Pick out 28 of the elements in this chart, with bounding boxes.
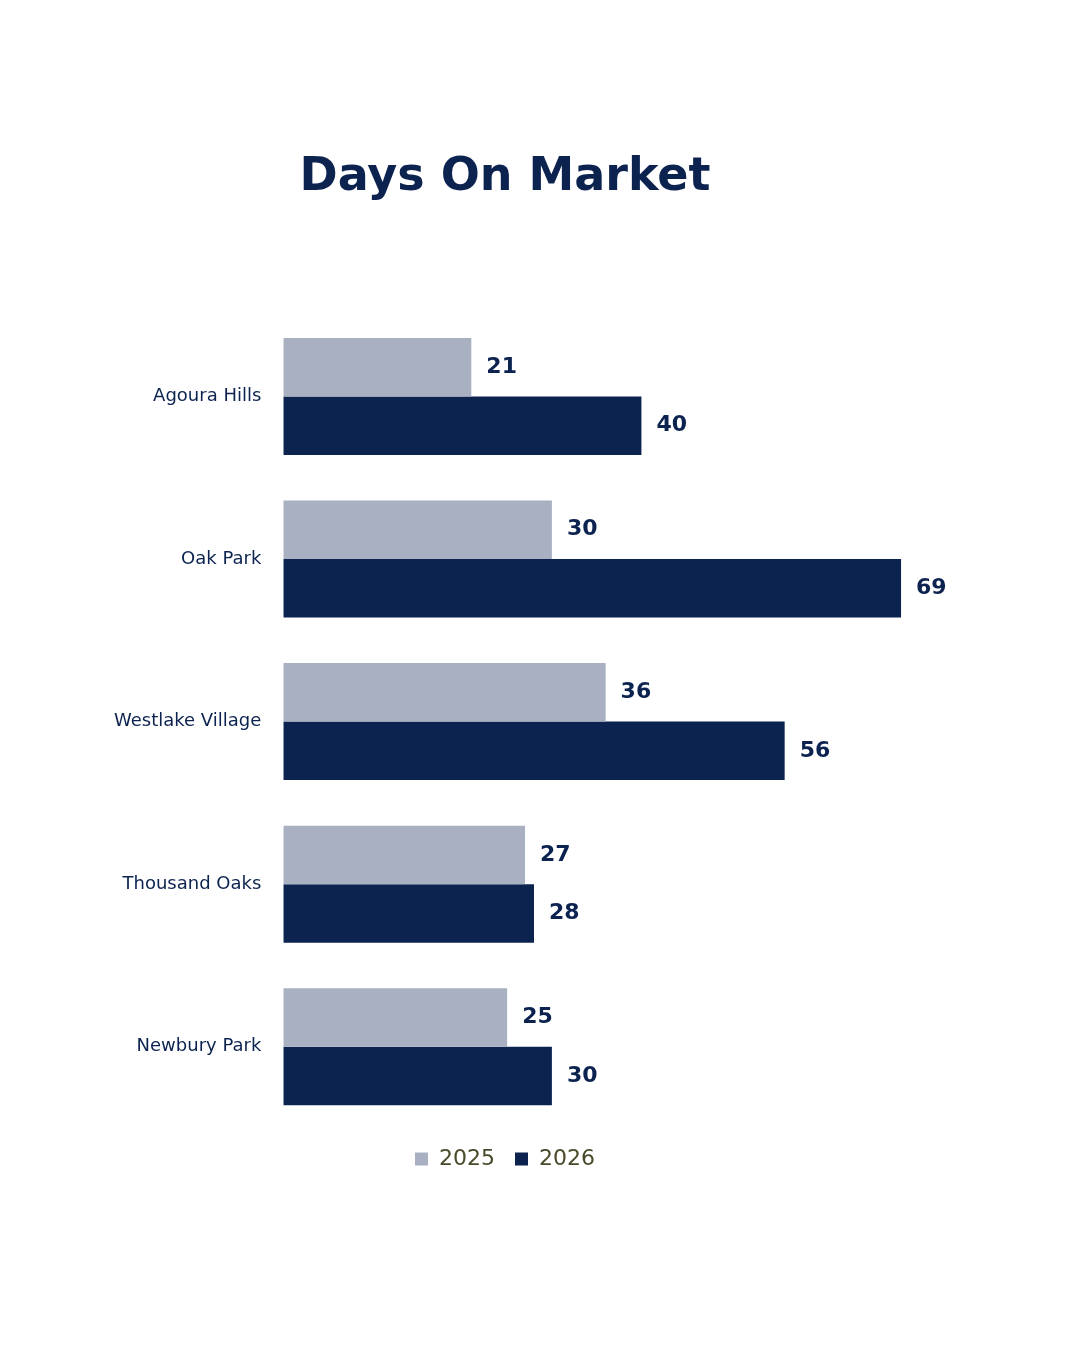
y-tick-label: Westlake Village [113, 709, 262, 731]
data-label: 69 [916, 574, 947, 600]
bar [283, 721, 785, 781]
data-label: 40 [656, 411, 688, 437]
bar [283, 884, 534, 943]
bar [283, 559, 902, 618]
bar [283, 337, 472, 397]
legend-label: 2026 [539, 1144, 595, 1170]
y-tick-label: Thousand Oaks [121, 871, 262, 893]
bar [283, 988, 508, 1047]
data-label: 30 [566, 515, 598, 541]
bar [283, 825, 526, 885]
chart-title: Days On Market [299, 146, 711, 201]
data-label: 25 [522, 1003, 553, 1029]
bar [283, 1046, 552, 1106]
data-label: 56 [799, 736, 831, 762]
y-tick-label: Oak Park [181, 546, 262, 568]
bar [283, 663, 606, 722]
y-tick-label: Agoura Hills [153, 384, 262, 406]
bar [283, 500, 552, 560]
data-label: 27 [540, 840, 571, 866]
data-label: 30 [566, 1061, 598, 1087]
data-label: 21 [486, 352, 517, 378]
y-tick-label: Newbury Park [136, 1034, 262, 1056]
legend-label: 2025 [439, 1144, 496, 1170]
bar [283, 396, 642, 455]
data-label: 36 [620, 678, 652, 704]
data-label: 28 [548, 899, 580, 925]
